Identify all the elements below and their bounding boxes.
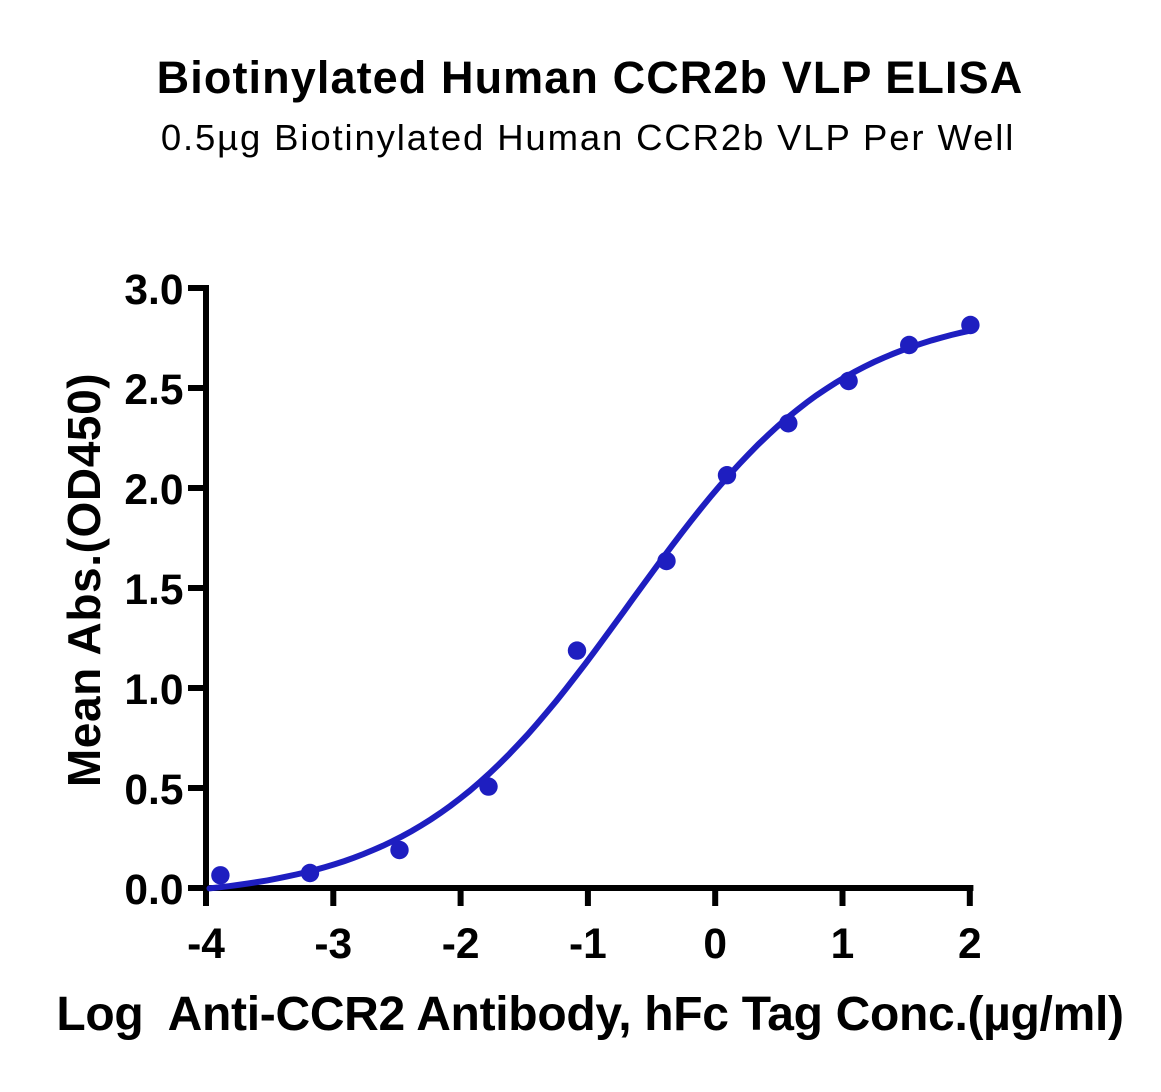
svg-text:1.0: 1.0 — [124, 667, 183, 714]
svg-text:2.5: 2.5 — [124, 367, 183, 414]
svg-text:0.5: 0.5 — [124, 767, 183, 814]
svg-text:2.0: 2.0 — [124, 467, 183, 514]
svg-text:2: 2 — [958, 921, 982, 968]
svg-text:3.0: 3.0 — [124, 267, 183, 314]
svg-text:-2: -2 — [442, 921, 480, 968]
svg-text:Biotinylated Human CCR2b VLP E: Biotinylated Human CCR2b VLP ELISA — [157, 52, 1024, 103]
svg-text:-1: -1 — [569, 921, 607, 968]
svg-text:-4: -4 — [187, 921, 225, 968]
svg-text:-3: -3 — [314, 921, 352, 968]
svg-text:Mean Abs.(OD450): Mean Abs.(OD450) — [58, 373, 110, 787]
svg-text:0.0: 0.0 — [124, 867, 183, 914]
svg-text:0: 0 — [703, 921, 727, 968]
svg-text:Log Anti-CCR2 Antibody, hFc T: Log Anti-CCR2 Antibody, hFc Tag Conc.(µg… — [56, 988, 1123, 1041]
svg-text:1.5: 1.5 — [124, 567, 183, 614]
svg-text:0.5µg Biotinylated Human CCR2b: 0.5µg Biotinylated Human CCR2b VLP Per W… — [161, 117, 1015, 158]
svg-text:1: 1 — [831, 921, 855, 968]
